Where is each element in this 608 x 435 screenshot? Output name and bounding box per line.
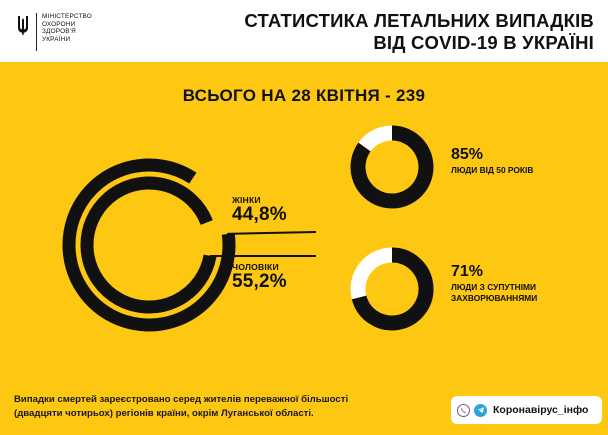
comorbidity-description-line: ЛЮДИ З СУПУТНІМИ (451, 282, 537, 292)
donut-value-arc (350, 125, 434, 209)
ministry-line: ОХОРОНИ (42, 20, 76, 28)
footer-note: Випадки смертей зареєстровано серед жите… (14, 393, 434, 421)
page-title: СТАТИСТИКА ЛЕТАЛЬНИХ ВИПАДКІВ ВІД COVID-… (244, 10, 594, 54)
comorbidity-percent: 71% (451, 263, 484, 280)
donut-remainder-arc (358, 125, 393, 152)
ministry-line: УКРАЇНИ (42, 35, 71, 43)
ministry-name: МІНІСТЕРСТВО ОХОРОНИ ЗДОРОВ'Я УКРАЇНИ (42, 13, 92, 43)
header: МІНІСТЕРСТВО ОХОРОНИ ЗДОРОВ'Я УКРАЇНИ СТ… (0, 0, 608, 62)
telegram-icon[interactable] (474, 403, 487, 417)
gender-chart (62, 158, 317, 332)
donut-chart-age (350, 125, 434, 209)
total-deaths-label: ВСЬОГО НА 28 КВІТНЯ - 239 (182, 86, 426, 105)
viber-icon[interactable] (457, 403, 470, 417)
comorbidity-description: ЛЮДИ З СУПУТНІМИ ЗАХВОРЮВАННЯМИ (451, 282, 537, 304)
men-label: ЧОЛОВІКИ (232, 262, 279, 272)
women-value: 44,8% (232, 204, 287, 225)
title-line: ВІД COVID-19 В УКРАЇНІ (373, 32, 594, 53)
title-line: СТАТИСТИКА ЛЕТАЛЬНИХ ВИПАДКІВ (244, 10, 594, 31)
ministry-line: ЗДОРОВ'Я (42, 28, 76, 36)
donut-value-arc (351, 247, 434, 331)
trident-icon (18, 16, 28, 35)
donut-chart-comorbidities (350, 247, 434, 331)
comorbidity-description-line: ЗАХВОРЮВАННЯМИ (451, 293, 538, 303)
women-leader-line (227, 231, 317, 235)
gender-ring-men (80, 176, 217, 314)
ministry-logo: МІНІСТЕРСТВО ОХОРОНИ ЗДОРОВ'Я УКРАЇНИ (16, 13, 92, 53)
ministry-line: МІНІСТЕРСТВО (42, 13, 92, 20)
donut-remainder-arc (350, 247, 393, 300)
women-label: ЖІНКИ (232, 195, 261, 205)
age-percent: 85% (451, 146, 484, 163)
men-value: 55,2% (232, 271, 287, 292)
gender-ring-women (62, 158, 236, 332)
footer-note-line: Випадки смертей зареєстровано серед жите… (14, 394, 349, 405)
yellow-panel (0, 62, 608, 435)
ministry-divider (36, 13, 37, 51)
source-badge[interactable]: Коронавірус_інфо (451, 396, 602, 424)
footer-note-line: (двадцяти чотирьох) регіонів країни, окр… (14, 408, 314, 419)
source-label[interactable]: Коронавірус_інфо (493, 404, 589, 416)
age-description: ЛЮДИ ВІД 50 РОКІВ (451, 165, 534, 175)
